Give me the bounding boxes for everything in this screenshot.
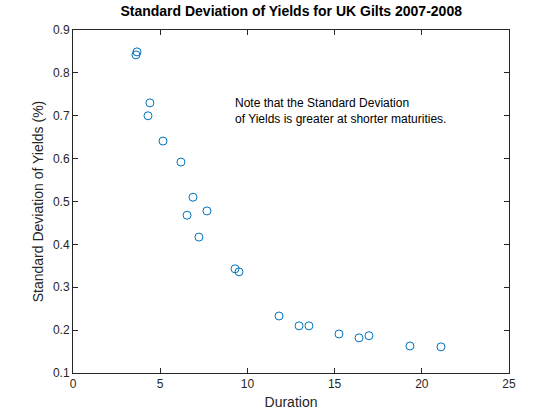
svg-text:Standard Deviation of Yields f: Standard Deviation of Yields for UK Gilt… xyxy=(120,3,462,19)
svg-text:15: 15 xyxy=(328,377,342,391)
svg-text:20: 20 xyxy=(415,377,429,391)
svg-text:0.5: 0.5 xyxy=(53,195,70,209)
svg-text:Note that the Standard Deviati: Note that the Standard Deviationof Yield… xyxy=(235,96,446,126)
svg-text:25: 25 xyxy=(502,377,516,391)
svg-text:5: 5 xyxy=(157,377,164,391)
svg-text:0.9: 0.9 xyxy=(53,23,70,37)
svg-text:Standard Deviation of Yields (: Standard Deviation of Yields (%) xyxy=(30,101,46,303)
svg-text:0.1: 0.1 xyxy=(53,366,70,380)
svg-text:10: 10 xyxy=(241,377,255,391)
svg-text:0.4: 0.4 xyxy=(53,238,70,252)
svg-text:0.3: 0.3 xyxy=(53,280,70,294)
svg-text:0.6: 0.6 xyxy=(53,152,70,166)
svg-text:Duration: Duration xyxy=(265,394,318,410)
svg-text:0.2: 0.2 xyxy=(53,323,70,337)
svg-text:0.8: 0.8 xyxy=(53,66,70,80)
svg-text:0.7: 0.7 xyxy=(53,109,70,123)
svg-text:0: 0 xyxy=(70,377,77,391)
